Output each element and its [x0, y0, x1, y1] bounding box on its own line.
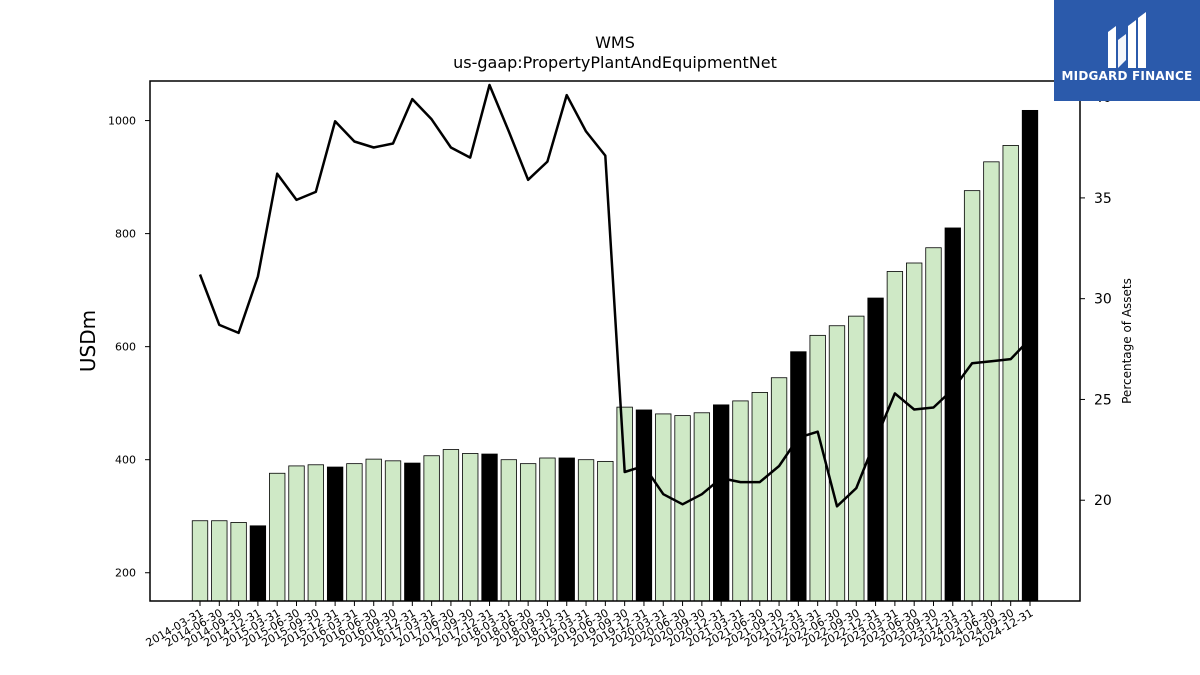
bar-2019-09-30 [616, 406, 633, 602]
bar-2021-09-30 [770, 377, 788, 602]
bar-2024-03-31 [963, 190, 981, 602]
bar-2015-09-30 [307, 464, 324, 602]
bar-2014-06-30 [211, 520, 228, 602]
bar-2016-09-30 [384, 460, 402, 602]
bar-2019-12-31 [635, 409, 653, 602]
y2-tick-label: 20 [1094, 493, 1112, 509]
bar-2023-06-30 [906, 262, 923, 602]
logo-text: MIDGARD FINANCE [1061, 69, 1193, 83]
bar-2018-09-30 [539, 457, 556, 602]
y2-tick-label: 25 [1094, 392, 1112, 408]
y2-tick-label: 35 [1094, 191, 1112, 207]
bar-2021-06-30 [751, 392, 768, 602]
bar-2023-12-31 [944, 227, 961, 602]
bar-2023-03-31 [886, 271, 904, 602]
bar-2015-03-31 [269, 472, 286, 602]
bar-2019-03-31 [577, 459, 595, 602]
line-series-percentage [198, 83, 1031, 508]
chart-subtitle: us-gaap:PropertyPlantAndEquipmentNet [453, 53, 777, 72]
bar-2016-12-31 [404, 462, 421, 602]
bar-2024-06-30 [983, 161, 1000, 602]
bar-2018-12-31 [558, 457, 575, 602]
bar-2018-03-31 [500, 459, 517, 602]
bar-2024-09-30 [1002, 145, 1019, 602]
bar-2022-03-31 [809, 334, 826, 602]
bar-2015-12-31 [326, 466, 344, 602]
bar-2017-06-30 [442, 449, 460, 602]
bar-2021-12-31 [790, 351, 807, 602]
bar-2017-09-30 [462, 453, 479, 602]
y-tick-label: 1000 [108, 115, 136, 128]
bar-2014-03-31 [191, 520, 209, 602]
chart-title: WMS [595, 33, 635, 52]
plot-frame [149, 80, 1081, 602]
bar-2016-06-30 [365, 458, 382, 602]
midgard-logo-icon [1108, 12, 1146, 68]
brand-logo: MIDGARD FINANCE [1054, 0, 1200, 101]
y-tick-label: 800 [115, 228, 136, 241]
bar-2021-03-31 [732, 400, 749, 602]
bar-2022-12-31 [867, 297, 884, 602]
bar-2014-09-30 [230, 522, 247, 602]
bar-2020-06-30 [674, 415, 691, 602]
y-tick-label: 600 [115, 341, 136, 354]
bar-2017-12-31 [481, 453, 498, 602]
y-tick-label: 400 [115, 454, 136, 467]
bar-2022-09-30 [848, 315, 865, 602]
bar-2019-06-30 [597, 460, 614, 602]
y2-tick-label: 30 [1094, 292, 1112, 308]
bar-2020-09-30 [693, 412, 711, 602]
bar-2020-12-31 [713, 404, 730, 602]
bar-2016-03-31 [346, 463, 363, 602]
bar-2015-06-30 [288, 465, 305, 602]
y-tick-label: 200 [115, 567, 136, 580]
y2-axis-label: Percentage of Assets [1120, 278, 1134, 404]
bar-2020-03-31 [655, 413, 672, 602]
bar-2022-06-30 [828, 325, 846, 602]
y-axis-label: USDm [76, 310, 100, 372]
bar-2024-12-31 [1021, 109, 1039, 602]
bar-2014-12-31 [249, 525, 267, 602]
bar-2023-09-30 [925, 247, 942, 602]
bar-2018-06-30 [519, 463, 537, 602]
bar-2017-03-31 [423, 455, 440, 602]
